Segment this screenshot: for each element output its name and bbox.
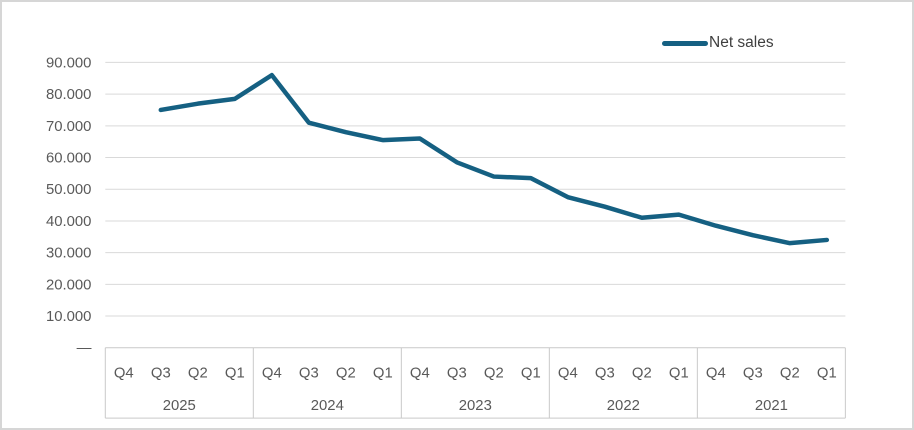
y-axis-tick-label: 20.000 [46,277,91,293]
series-line-net-sales [158,72,830,246]
x-axis-quarter-label: Q1 [669,365,689,381]
x-axis-quarter-label: Q3 [595,365,615,381]
x-axis-year-label: 2024 [311,398,344,414]
legend-label: Net sales [709,34,774,51]
y-axis-tick-label: 60.000 [46,150,91,166]
x-axis-quarter-label: Q1 [817,365,837,381]
x-axis-quarter-label: Q4 [262,365,282,381]
x-axis-quarter-label: Q2 [780,365,800,381]
x-axis-quarter-label: Q3 [447,365,467,381]
x-axis-quarter-label: Q4 [114,365,134,381]
y-axis-tick-label: 90.000 [46,55,91,71]
y-axis-tick-label: 70.000 [46,119,91,135]
x-axis-quarter-label: Q2 [336,365,356,381]
x-axis-quarter-label: Q1 [373,365,393,381]
y-axis-tick-label: — [77,341,92,357]
y-axis-tick-label: 10.000 [46,309,91,325]
x-axis-quarter-label: Q3 [743,365,763,381]
x-axis-quarter-label: Q1 [521,365,541,381]
x-axis-quarter-label: Q2 [188,365,208,381]
x-axis-quarter-label: Q2 [484,365,504,381]
x-axis-quarter-label: Q4 [706,365,726,381]
y-axis-tick-label: 30.000 [46,246,91,262]
x-axis-quarter-label: Q4 [558,365,578,381]
x-axis-year-label: 2021 [755,398,788,414]
x-axis-quarter-label: Q3 [299,365,319,381]
y-axis-tick-label: 50.000 [46,182,91,198]
x-axis-quarter-label: Q4 [410,365,430,381]
x-axis-quarter-label: Q2 [632,365,652,381]
x-axis-year-label: 2025 [163,398,196,414]
x-axis-year-label: 2022 [607,398,640,414]
x-axis-year-label: 2023 [459,398,492,414]
legend-line-swatch [662,40,708,46]
chart-legend[interactable]: Net sales [662,34,774,52]
x-axis-quarter-label: Q3 [151,365,171,381]
x-axis-quarter-label: Q1 [225,365,245,381]
y-axis-tick-label: 40.000 [46,214,91,230]
y-axis-tick-label: 80.000 [46,87,91,103]
